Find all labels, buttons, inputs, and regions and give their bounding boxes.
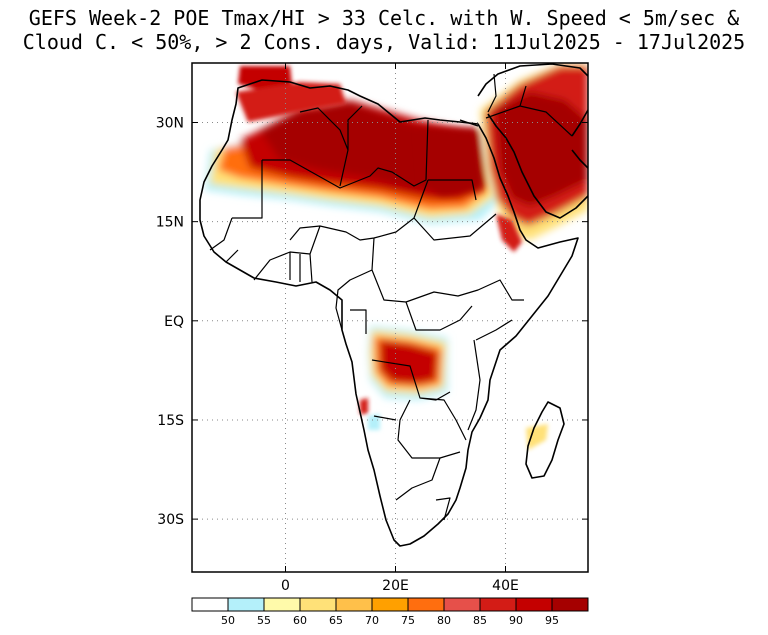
colorbar-swatch xyxy=(335,597,373,612)
colorbar-swatch xyxy=(227,597,265,612)
title-line-1: GEFS Week-2 POE Tmax/HI > 33 Celc. with … xyxy=(28,6,740,30)
lat-label: EQ xyxy=(164,314,184,330)
colorbar-swatch xyxy=(191,597,229,612)
colorbar-label: 70 xyxy=(365,614,379,627)
colorbar-swatch xyxy=(263,597,301,612)
shade-coast-small xyxy=(360,398,548,450)
lon-label: 40E xyxy=(492,578,519,594)
madagascar xyxy=(525,401,565,479)
arabia-coastline xyxy=(477,63,588,219)
country-borders xyxy=(209,73,573,521)
colorbar-label: 75 xyxy=(401,614,415,627)
colorbar-label: 95 xyxy=(545,614,559,627)
geo-lines xyxy=(199,63,588,547)
title-line-2: Cloud C. < 50%, > 2 Cons. days, Valid: 1… xyxy=(22,30,746,54)
colorbar-swatch xyxy=(515,597,553,612)
probability-shading xyxy=(205,64,588,450)
colorbar-label: 85 xyxy=(473,614,487,627)
lat-label: 30N xyxy=(156,115,184,131)
colorbar-swatch xyxy=(299,597,337,612)
colorbar-swatch xyxy=(407,597,445,612)
colorbar-label: 80 xyxy=(437,614,451,627)
colorbar-label: 65 xyxy=(329,614,343,627)
longitude-labels: 0 20E 40E xyxy=(281,578,519,594)
colorbar: 50 55 60 65 70 75 80 85 90 95 xyxy=(191,597,589,627)
colorbar-swatch xyxy=(551,597,589,612)
gridlines xyxy=(192,63,588,572)
lon-label: 0 xyxy=(281,578,290,594)
lat-label: 15N xyxy=(156,215,184,231)
colorbar-swatch xyxy=(371,597,409,612)
colorbar-label: 60 xyxy=(293,614,307,627)
shade-arabia xyxy=(420,64,588,240)
colorbar-swatch xyxy=(443,597,481,612)
axis-ticks xyxy=(192,63,588,572)
colorbar-label: 55 xyxy=(257,614,271,627)
lat-label: 15S xyxy=(157,413,184,429)
shade-horn xyxy=(496,214,522,252)
colorbar-label: 50 xyxy=(221,614,235,627)
lon-label: 20E xyxy=(382,578,409,594)
colorbar-swatch xyxy=(479,597,517,612)
shade-central xyxy=(368,326,448,400)
map-frame xyxy=(191,62,589,573)
colorbar-label: 90 xyxy=(509,614,523,627)
latitude-labels: 30N 15N EQ 15S 30S xyxy=(156,115,184,528)
lat-label: 30S xyxy=(157,512,184,528)
africa-coastline xyxy=(199,79,579,547)
